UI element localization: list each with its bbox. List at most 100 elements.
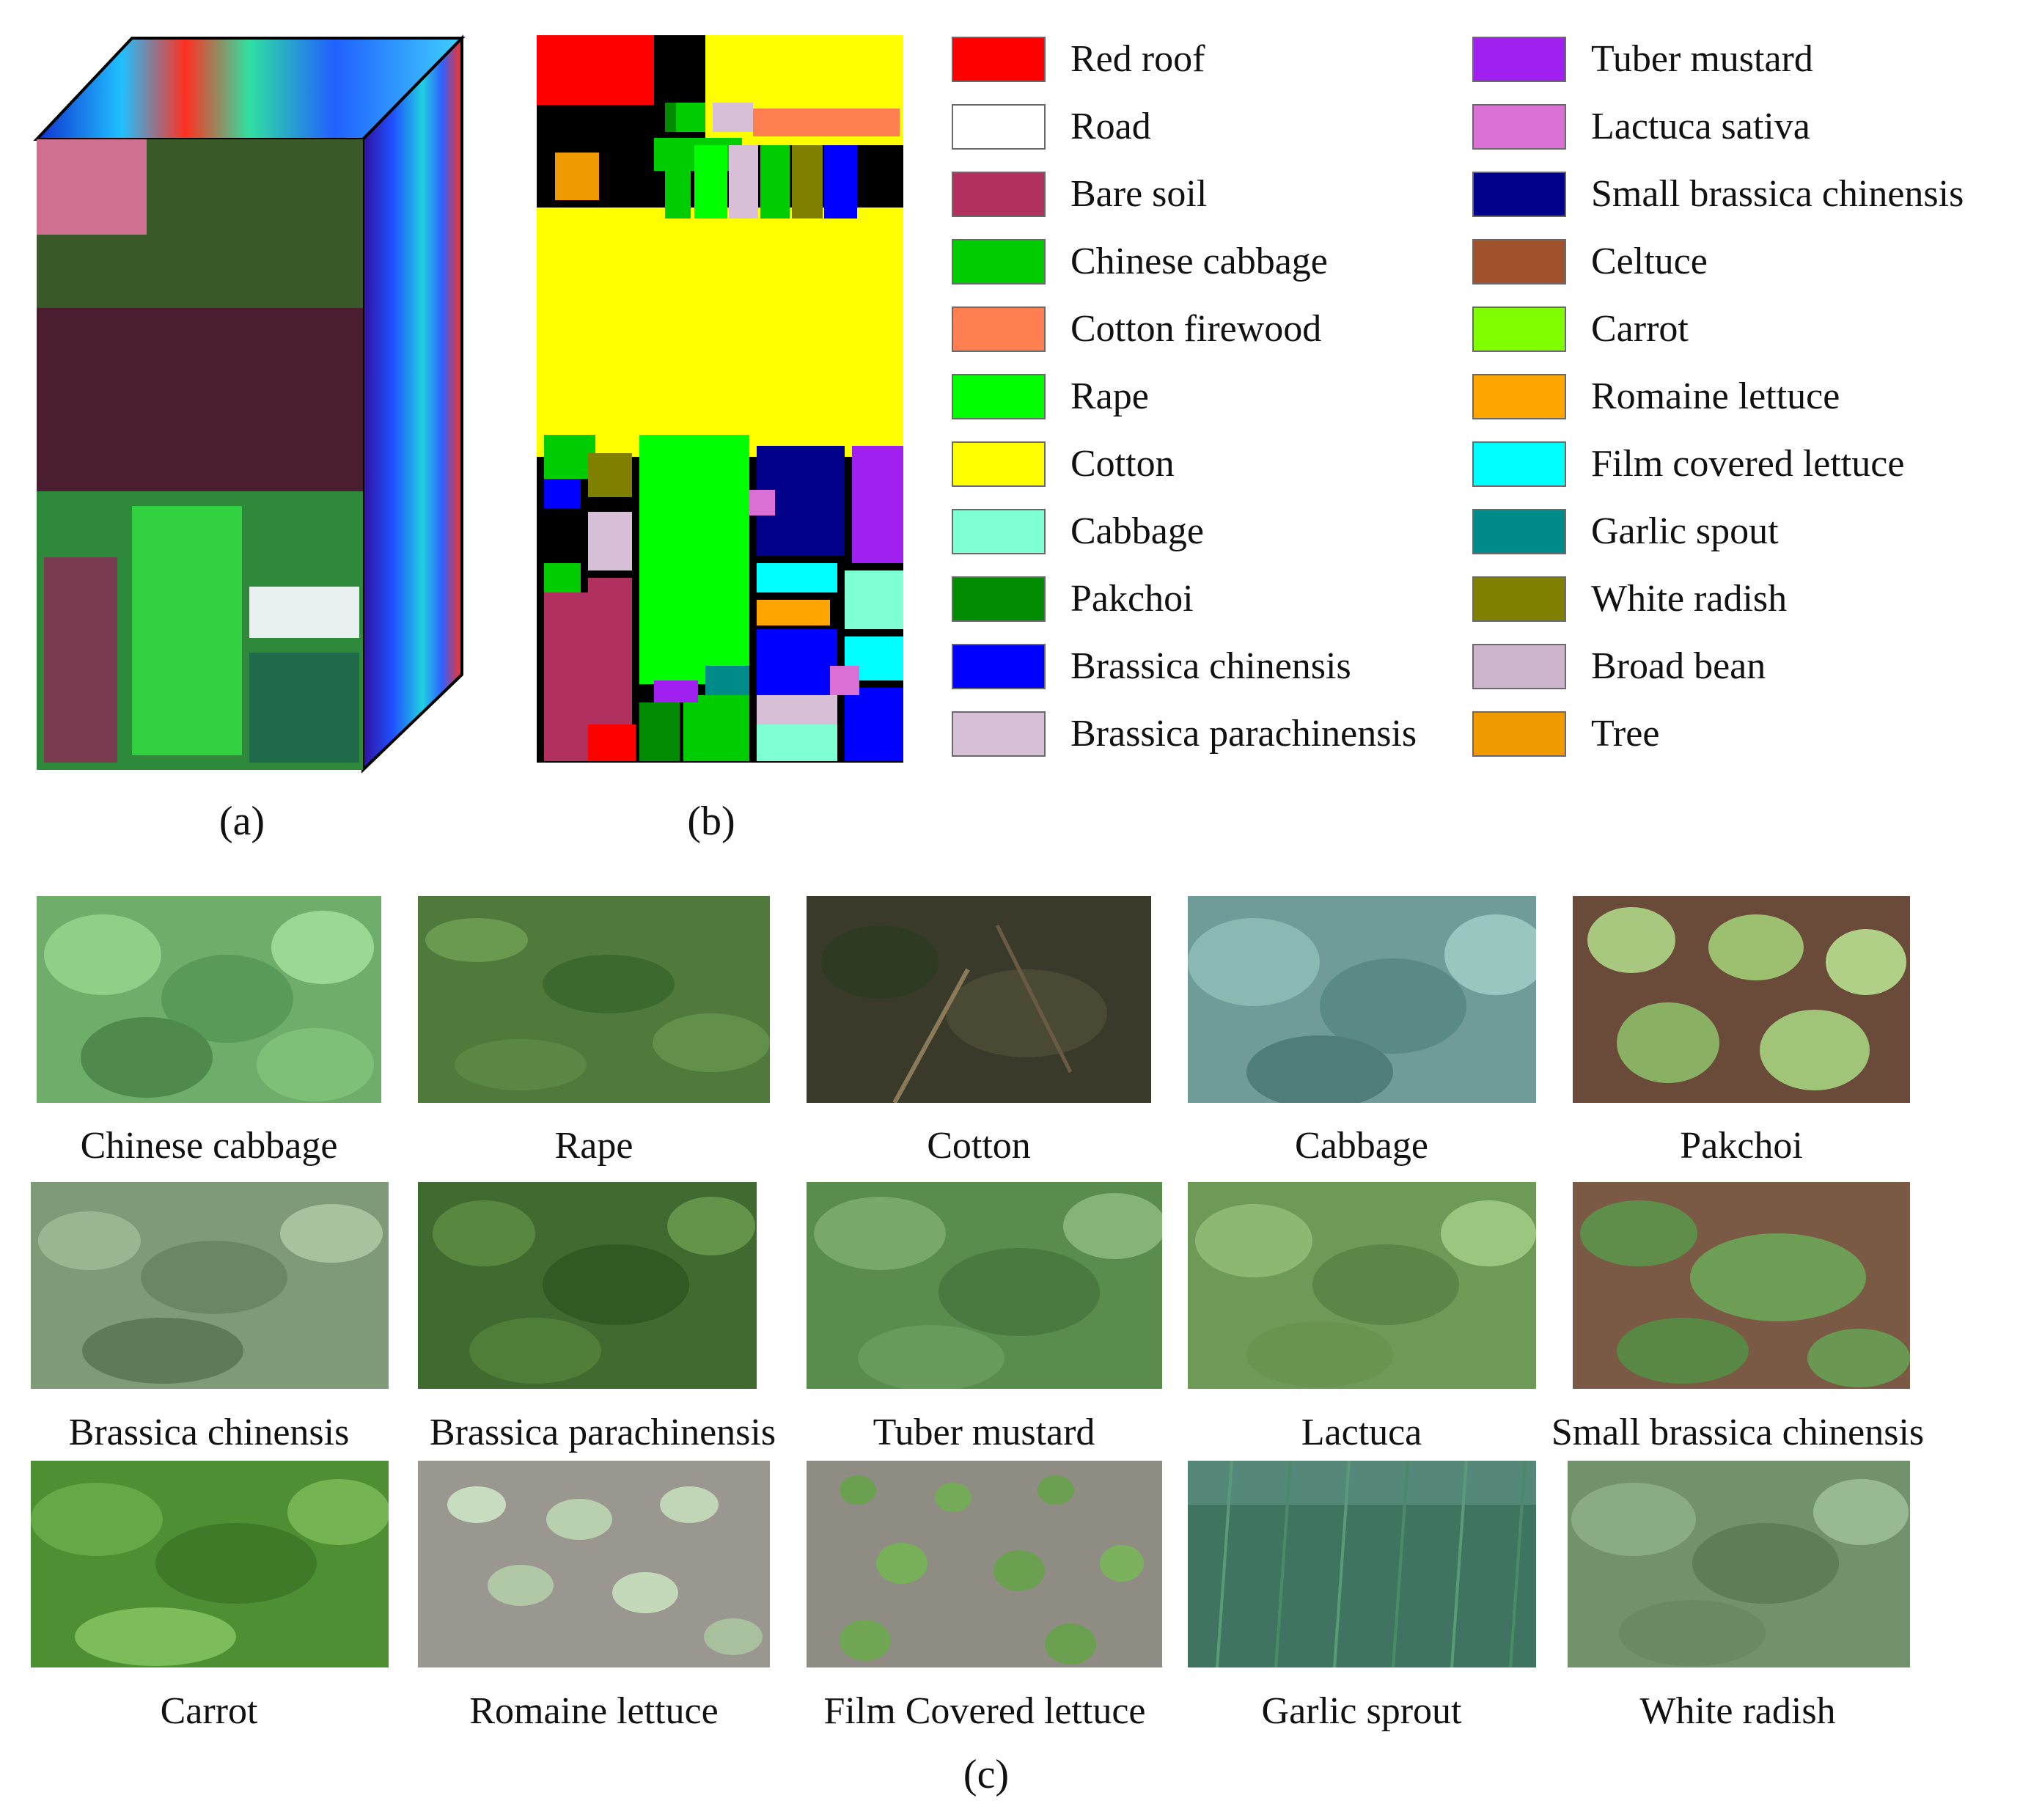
- legend-swatch: [952, 509, 1046, 554]
- legend-label: Broad bean: [1591, 645, 1766, 687]
- legend-item: Brassica chinensis: [952, 644, 1351, 689]
- legend-label: White radish: [1591, 578, 1788, 620]
- legend-label: Brassica parachinensis: [1070, 713, 1417, 755]
- crop-photo-brassica-chinensis: [31, 1182, 389, 1389]
- legend-item: Cotton firewood: [952, 307, 1321, 352]
- legend-swatch: [952, 104, 1046, 150]
- legend-item: Pakchoi: [952, 576, 1194, 622]
- legend-item: Lactuca sativa: [1472, 104, 1810, 150]
- crop-photo-label: Brassica parachinensis: [429, 1412, 776, 1453]
- legend-swatch: [952, 37, 1046, 82]
- legend-label: Cotton firewood: [1070, 308, 1322, 350]
- legend-item: Road: [952, 104, 1151, 150]
- crop-photo-label: Carrot: [160, 1690, 258, 1732]
- legend-item: Tuber mustard: [1472, 37, 1813, 82]
- legend-swatch: [1472, 307, 1566, 352]
- legend-swatch: [952, 172, 1046, 217]
- legend-label: Cabbage: [1070, 510, 1204, 552]
- legend-label: Tuber mustard: [1591, 38, 1813, 80]
- crop-photo-label: Rape: [554, 1125, 633, 1167]
- crop-photo-label: White radish: [1639, 1690, 1836, 1732]
- legend-swatch: [952, 576, 1046, 622]
- legend-swatch: [1472, 374, 1566, 419]
- crop-photo-rape: [418, 896, 770, 1103]
- legend-item: Chinese cabbage: [952, 239, 1328, 285]
- crop-photo-label: Cotton: [927, 1125, 1031, 1167]
- legend-label: Cotton: [1070, 443, 1175, 485]
- legend-item: Brassica parachinensis: [952, 711, 1417, 757]
- panel-c-caption: (c): [963, 1752, 1010, 1797]
- legend-label: Romaine lettuce: [1591, 375, 1840, 417]
- legend-item: Romaine lettuce: [1472, 374, 1840, 419]
- legend-swatch: [1472, 441, 1566, 487]
- legend-swatch: [1472, 239, 1566, 285]
- crop-photo-label: Garlic sprout: [1261, 1690, 1462, 1732]
- legend-swatch: [1472, 104, 1566, 150]
- legend-item: Film covered lettuce: [1472, 441, 1904, 487]
- crop-photo-lactuca: [1188, 1182, 1536, 1389]
- crop-photo-brassica-parachinensis: [418, 1182, 757, 1389]
- legend-item: Cabbage: [952, 509, 1204, 554]
- crop-photo-label: Romaine lettuce: [469, 1690, 719, 1732]
- crop-photo-label: Pakchoi: [1680, 1125, 1803, 1167]
- legend-item: Small brassica chinensis: [1472, 172, 1964, 217]
- crop-photo-tuber-mustard: [807, 1182, 1162, 1389]
- legend-swatch: [1472, 37, 1566, 82]
- legend-item: White radish: [1472, 576, 1787, 622]
- legend-label: Rape: [1070, 375, 1149, 417]
- legend-label: Celtuce: [1591, 241, 1708, 282]
- hyperspectral-cube-image: [29, 29, 469, 777]
- crop-photo-white-radish: [1568, 1461, 1910, 1667]
- legend-label: Film covered lettuce: [1591, 443, 1905, 485]
- legend-label: Chinese cabbage: [1070, 241, 1328, 282]
- legend-label: Road: [1070, 106, 1151, 147]
- legend-swatch: [952, 374, 1046, 419]
- crop-photo-film-covered-lettuce: [807, 1461, 1162, 1667]
- legend-item: Celtuce: [1472, 239, 1708, 285]
- legend-swatch: [1472, 711, 1566, 757]
- crop-photo-romaine-lettuce: [418, 1461, 770, 1667]
- legend-swatch: [952, 307, 1046, 352]
- legend-label: Red roof: [1070, 38, 1205, 80]
- crop-photo-garlic-sprout: [1188, 1461, 1536, 1667]
- crop-photo-label: Small brassica chinensis: [1551, 1412, 1925, 1453]
- legend-item: Cotton: [952, 441, 1175, 487]
- legend-item: Rape: [952, 374, 1149, 419]
- legend-swatch: [1472, 644, 1566, 689]
- legend-label: Carrot: [1591, 308, 1689, 350]
- legend-item: Broad bean: [1472, 644, 1766, 689]
- crop-photo-label: Film Covered lettuce: [823, 1690, 1146, 1732]
- legend-label: Bare soil: [1070, 173, 1208, 215]
- legend-label: Garlic spout: [1591, 510, 1779, 552]
- crop-photo-label: Tuber mustard: [873, 1412, 1095, 1453]
- legend-label: Small brassica chinensis: [1591, 173, 1964, 215]
- legend-item: Carrot: [1472, 307, 1689, 352]
- legend-label: Brassica chinensis: [1070, 645, 1351, 687]
- crop-photo-cotton: [807, 896, 1151, 1103]
- crop-photo-label: Brassica chinensis: [68, 1412, 350, 1453]
- legend-item: Bare soil: [952, 172, 1207, 217]
- legend-swatch: [952, 644, 1046, 689]
- legend-item: Garlic spout: [1472, 509, 1779, 554]
- crop-photo-label: Chinese cabbage: [80, 1125, 338, 1167]
- crop-photo-label: Cabbage: [1295, 1125, 1428, 1167]
- crop-photo-carrot: [31, 1461, 389, 1667]
- legend-swatch: [952, 239, 1046, 285]
- legend-label: Pakchoi: [1070, 578, 1194, 620]
- crop-photo-pakchoi: [1573, 896, 1910, 1103]
- legend-swatch: [1472, 172, 1566, 217]
- panel-a-caption: (a): [218, 799, 265, 844]
- legend-swatch: [952, 441, 1046, 487]
- legend-swatch: [1472, 509, 1566, 554]
- legend-swatch: [952, 711, 1046, 757]
- legend-item: Tree: [1472, 711, 1659, 757]
- legend-swatch: [1472, 576, 1566, 622]
- crop-photo-chinese-cabbage: [37, 896, 381, 1103]
- legend-label: Lactuca sativa: [1591, 106, 1810, 147]
- legend-item: Red roof: [952, 37, 1205, 82]
- crop-photo-small-brassica-chinensis: [1573, 1182, 1910, 1389]
- legend-label: Tree: [1591, 713, 1660, 755]
- crop-photo-cabbage: [1188, 896, 1536, 1103]
- panel-b-caption: (b): [687, 799, 735, 844]
- crop-photo-label: Lactuca: [1301, 1412, 1422, 1453]
